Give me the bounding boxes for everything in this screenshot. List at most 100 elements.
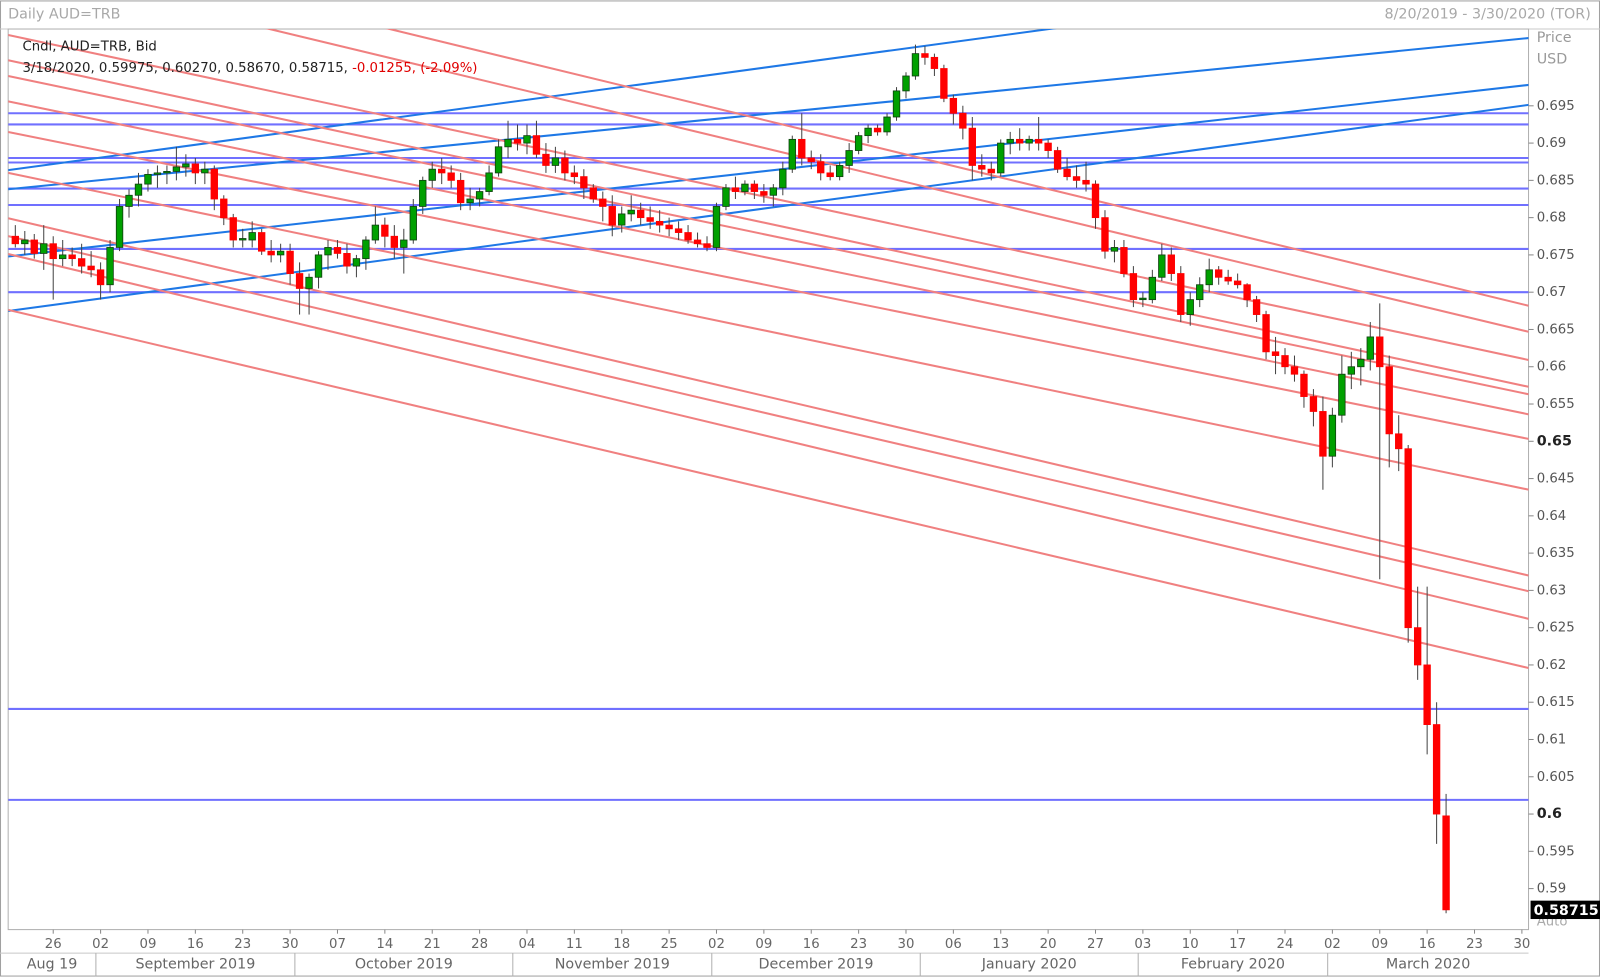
candle-body	[968, 127, 976, 166]
candle-body	[637, 209, 645, 219]
x-tick-label: 16	[1419, 937, 1436, 952]
candle-body	[1271, 351, 1280, 356]
x-tick-label: 25	[661, 937, 678, 952]
candle-body	[940, 68, 948, 99]
candle-body	[798, 138, 806, 159]
y-tick-label: 0.59	[1537, 882, 1567, 897]
candle-body	[106, 247, 114, 286]
candle-body	[494, 146, 503, 174]
y-tick-label: 0.645	[1537, 472, 1575, 487]
month-label: Aug 19	[27, 956, 78, 972]
y-tick-label: 0.675	[1537, 248, 1575, 263]
y-tick-label: 0.635	[1537, 546, 1575, 561]
candle-body	[1091, 183, 1100, 219]
y-tick-label: 0.61	[1537, 732, 1567, 747]
y-tick-label: 0.665	[1537, 322, 1575, 337]
trendline	[8, 103, 1529, 313]
y-tick-label: 0.695	[1537, 99, 1575, 114]
candle-body	[286, 250, 294, 274]
candle-body	[1442, 815, 1450, 911]
candle-body	[826, 172, 834, 178]
candle-body	[769, 187, 778, 196]
quote-close: 0.58715	[289, 61, 344, 76]
candle-body	[390, 235, 399, 248]
x-tick-label: 07	[329, 937, 346, 952]
candle-body	[930, 56, 939, 69]
quote-open: 0.59975	[99, 61, 154, 76]
candle-body	[959, 112, 967, 129]
candle-body	[1328, 414, 1337, 457]
candle-body	[779, 168, 787, 189]
y-tick-label: 0.6	[1537, 806, 1562, 822]
candle-body	[1110, 247, 1119, 252]
x-tick-label: 27	[1087, 937, 1104, 952]
candle-body	[627, 209, 635, 215]
quote-low: 0.58670	[226, 61, 281, 76]
candle-body	[49, 243, 57, 260]
x-tick-label: 30	[282, 937, 299, 952]
candle-body	[466, 198, 474, 204]
last-quote: 3/18/2020, 0.59975, 0.60270, 0.58670, 0.…	[22, 61, 477, 76]
candle-body	[1167, 254, 1175, 274]
candle-body	[788, 138, 796, 170]
candle-body	[77, 258, 86, 267]
candle-body	[191, 163, 200, 174]
candle-body	[1252, 299, 1261, 315]
candle-body	[693, 239, 702, 245]
candle-body	[40, 243, 48, 254]
month-label: September 2019	[135, 956, 255, 972]
y-tick-label: 0.65	[1537, 433, 1572, 449]
x-tick-label: 30	[1513, 937, 1530, 952]
candle-body	[1016, 138, 1024, 144]
candle-body	[1025, 138, 1033, 144]
candle-body	[447, 172, 455, 181]
y-tick-label: 0.66	[1537, 360, 1567, 375]
plot-area	[7, 28, 1530, 931]
candle-body	[438, 168, 446, 174]
candle-body	[305, 276, 313, 289]
candle-body	[1233, 280, 1242, 286]
candle-body	[722, 187, 730, 207]
last-price-box	[1530, 900, 1600, 920]
candle-body	[674, 228, 683, 233]
candle-body	[978, 165, 986, 170]
candle-body	[1158, 254, 1166, 278]
candle-body	[163, 171, 171, 174]
candle-body	[864, 127, 872, 137]
quote-change-pct: (-2.09%)	[420, 61, 477, 76]
candle-body	[59, 254, 67, 260]
candle-body	[949, 97, 958, 114]
candle-body	[239, 238, 247, 241]
candle-body	[513, 138, 522, 144]
candle-body	[618, 213, 626, 226]
candle-body	[1215, 269, 1223, 278]
candle-body	[201, 168, 209, 174]
candle-body	[684, 232, 692, 241]
candle-body	[1347, 366, 1356, 375]
candle-body	[1186, 299, 1194, 315]
candle-body	[295, 273, 304, 289]
x-tick-label: 21	[424, 937, 441, 952]
chart-title: Daily AUD=TRB	[8, 7, 120, 23]
trendline	[265, 29, 1529, 333]
candle-body	[523, 135, 531, 144]
trendline	[8, 130, 1529, 440]
candle-body	[580, 176, 588, 189]
x-tick-label: 02	[92, 937, 109, 952]
quote-date: 3/18/2020	[22, 61, 90, 76]
candle-body	[703, 243, 711, 248]
candle-body	[333, 247, 342, 254]
candle-body	[911, 53, 920, 77]
trendline	[8, 29, 1057, 172]
candle-body	[532, 135, 541, 155]
x-tick-label: 26	[45, 937, 62, 952]
candle-body	[428, 168, 436, 181]
y-tick-label: 0.69	[1537, 136, 1567, 151]
candle-body	[1395, 433, 1403, 450]
candle-body	[276, 250, 285, 256]
candle-body	[1129, 273, 1138, 301]
trendline	[8, 59, 1529, 388]
x-tick-label: 17	[1229, 937, 1246, 952]
candle-body	[87, 265, 95, 271]
trendline	[8, 308, 1529, 669]
